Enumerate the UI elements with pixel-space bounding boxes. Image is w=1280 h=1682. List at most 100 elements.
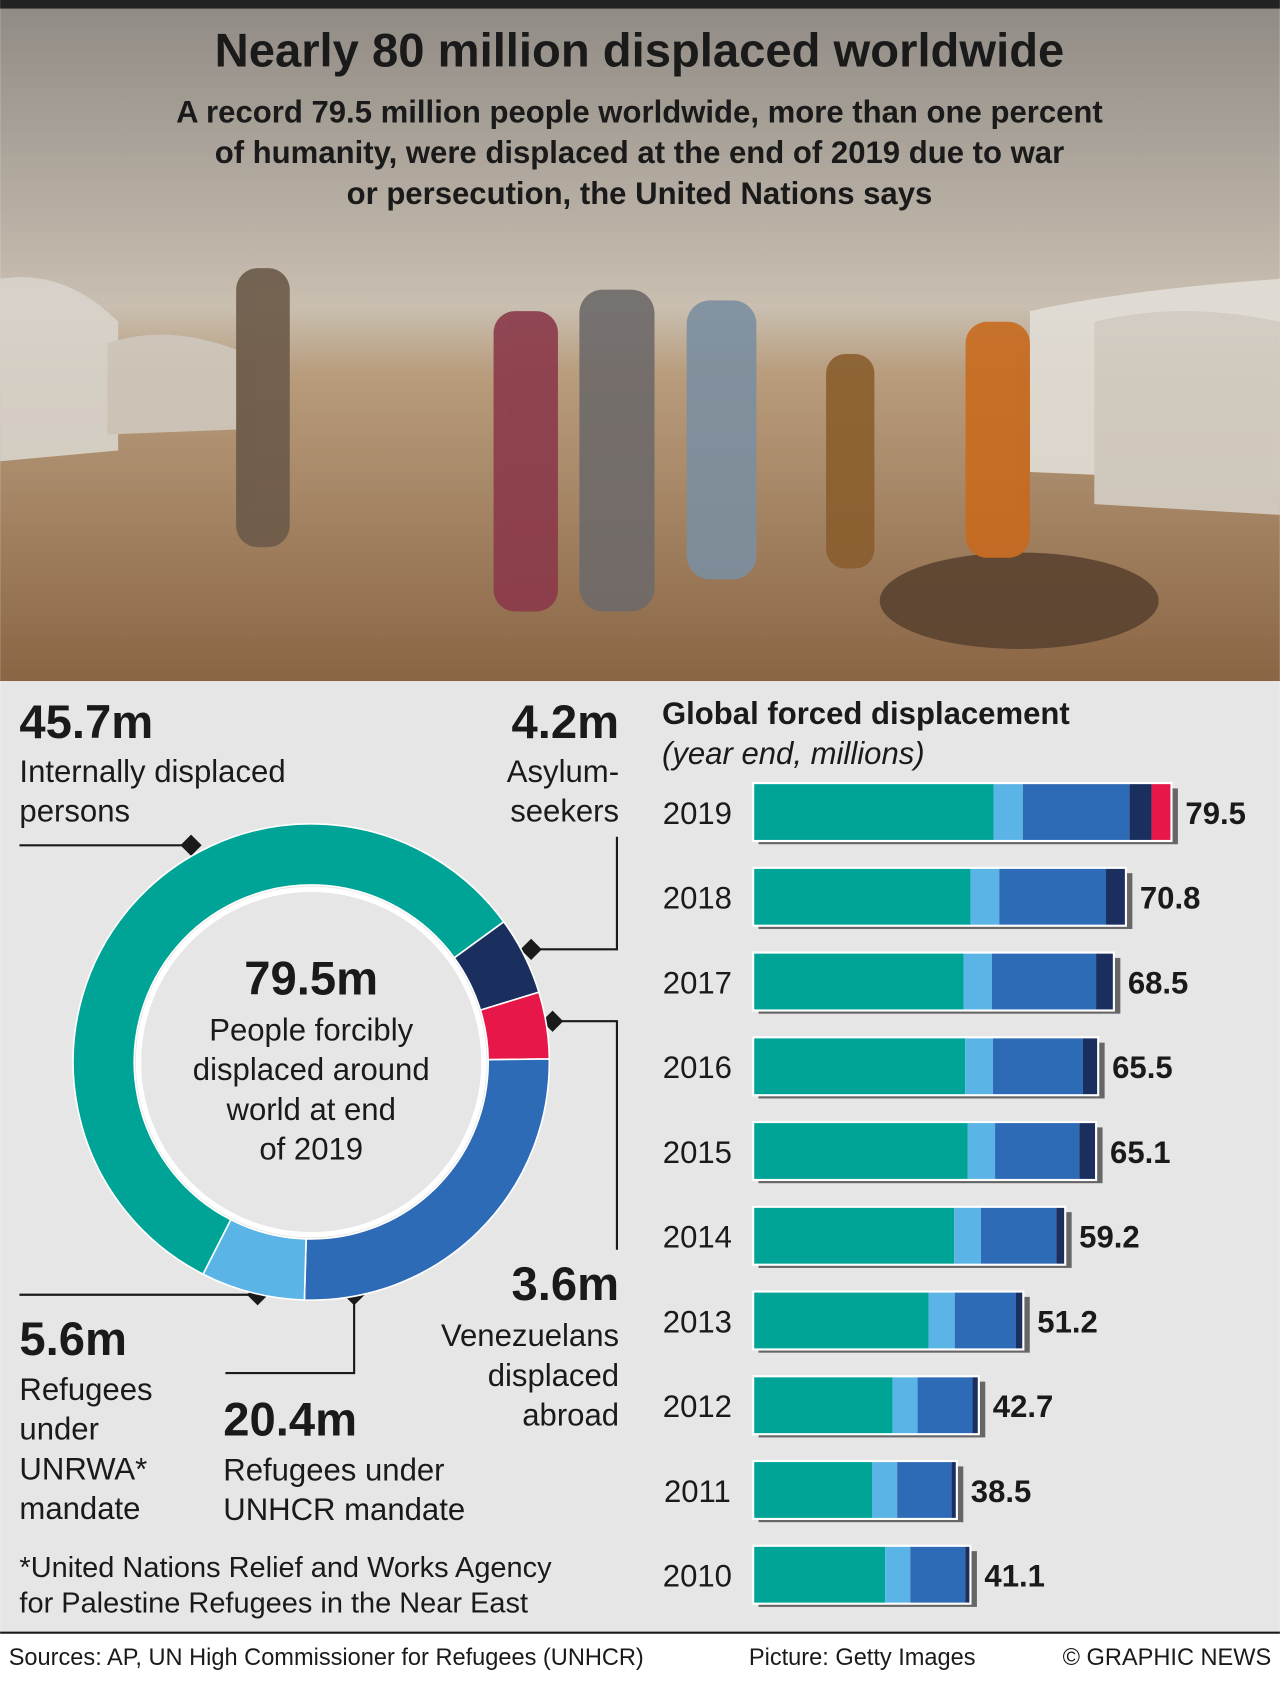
bar-segment — [754, 784, 994, 840]
bar-segment — [754, 1207, 955, 1264]
donut-hole — [135, 886, 487, 1238]
y-tick-label: 2015 — [663, 1135, 732, 1170]
y-tick-label: 2018 — [663, 881, 732, 916]
subtitle: of humanity, were displaced at the end o… — [215, 135, 1065, 170]
leader-lines — [19, 836, 619, 1375]
footer-credit: © GRAPHIC NEWS — [1063, 1644, 1272, 1670]
segment-label: under — [19, 1412, 99, 1447]
segment-label: abroad — [522, 1398, 619, 1433]
bar-segment — [1096, 953, 1113, 1010]
total-label: 59.2 — [1079, 1220, 1140, 1255]
subtitle: A record 79.5 million people worldwide, … — [176, 94, 1103, 129]
bar-segment — [992, 1038, 1083, 1095]
segment-label: UNRWA* — [19, 1451, 147, 1486]
bar-segment — [872, 1462, 898, 1518]
footer-band — [0, 1632, 1280, 1682]
segment-label: Refugees under — [223, 1452, 444, 1487]
y-tick-label: 2016 — [663, 1050, 732, 1085]
center-text: world at end — [226, 1092, 396, 1127]
bar-segment — [1129, 784, 1152, 840]
bar-segment — [954, 1207, 981, 1264]
segment-label: Refugees — [19, 1372, 152, 1407]
segment-label: persons — [19, 794, 130, 829]
segment-label: mandate — [19, 1491, 140, 1526]
bar-segment — [1056, 1207, 1065, 1264]
bar-segment — [965, 1038, 993, 1095]
bar-segment — [754, 1377, 893, 1434]
y-tick-label: 2012 — [663, 1389, 732, 1424]
bar-segment — [754, 1546, 886, 1603]
center-text: of 2019 — [259, 1132, 363, 1167]
bar-segment — [897, 1462, 952, 1518]
total-label: 65.5 — [1112, 1050, 1173, 1085]
bar-segment — [970, 868, 1000, 925]
segment-label: UNHCR mandate — [223, 1492, 465, 1527]
bar-segment — [951, 1462, 956, 1518]
footer-picture: Picture: Getty Images — [749, 1644, 976, 1670]
segment-label: Asylum- — [507, 754, 619, 789]
bar-segment — [754, 1123, 968, 1179]
segment-label: seekers — [510, 794, 619, 829]
segment-value-label: 5.6m — [19, 1313, 127, 1366]
bar-segment — [928, 1292, 955, 1349]
bar-segment — [917, 1377, 973, 1434]
y-tick-label: 2013 — [663, 1304, 732, 1339]
bar-segment — [1151, 784, 1171, 840]
bar-segment — [1015, 1292, 1023, 1349]
title: Nearly 80 million displaced worldwide — [215, 25, 1065, 78]
chart-title: Global forced displacement — [662, 696, 1070, 731]
bar-segment — [972, 1377, 978, 1434]
subtitle: or persecution, the United Nations says — [347, 176, 933, 211]
center-text: People forcibly — [209, 1013, 413, 1048]
total-label: 68.5 — [1128, 965, 1189, 1000]
segment-label: displaced — [488, 1358, 619, 1393]
total-label: 79.5 — [1185, 796, 1246, 831]
y-tick-label: 2011 — [664, 1474, 731, 1509]
total-label: 38.5 — [971, 1474, 1032, 1509]
y-tick-label: 2019 — [663, 796, 732, 831]
y-tick-label: 2010 — [663, 1559, 732, 1594]
footnote: for Palestine Refugees in the Near East — [19, 1587, 528, 1619]
segment-value-label: 45.7m — [19, 696, 153, 749]
bar-segment — [754, 1038, 966, 1095]
bar-segment — [965, 1546, 970, 1603]
bar-segment — [995, 1123, 1080, 1179]
footnote: *United Nations Relief and Works Agency — [19, 1552, 552, 1584]
bar-segment — [1022, 784, 1130, 840]
total-label: 70.8 — [1140, 881, 1201, 916]
y-tick-label: 2017 — [663, 965, 732, 1000]
segment-label: Internally displaced — [19, 754, 285, 789]
y-tick-label: 2014 — [663, 1220, 732, 1255]
bar-segment — [1106, 868, 1125, 925]
bar-segment — [980, 1207, 1057, 1264]
bar-segment — [754, 953, 964, 1010]
total-label: 42.7 — [993, 1389, 1054, 1424]
photo-scene — [0, 268, 1280, 649]
center-value: 79.5m — [244, 952, 378, 1005]
total-label: 41.1 — [984, 1559, 1045, 1594]
bar-segment — [967, 1123, 996, 1179]
bar-segment — [910, 1546, 966, 1603]
bar-segment — [993, 784, 1023, 840]
bar-segment — [754, 1462, 873, 1518]
chart-subtitle: (year end, millions) — [662, 736, 925, 771]
donut-segment — [72, 823, 505, 1276]
bar-segment — [885, 1546, 911, 1603]
bar-segment — [754, 1292, 929, 1349]
segment-value-label: 3.6m — [512, 1258, 620, 1311]
bar-segment — [1079, 1123, 1096, 1179]
top-band — [0, 0, 1280, 9]
bar-segment — [754, 868, 971, 925]
bar-segment — [1082, 1038, 1098, 1095]
bar-segment — [892, 1377, 918, 1434]
bar-segment — [999, 868, 1107, 925]
segment-value-label: 4.2m — [512, 696, 620, 749]
footer-sources: Sources: AP, UN High Commissioner for Re… — [9, 1644, 644, 1670]
center-text: displaced around — [193, 1052, 430, 1087]
bar-segment — [963, 953, 992, 1010]
donut-segment — [202, 1218, 307, 1301]
bar-segment — [991, 953, 1097, 1010]
segment-value-label: 20.4m — [223, 1393, 357, 1446]
